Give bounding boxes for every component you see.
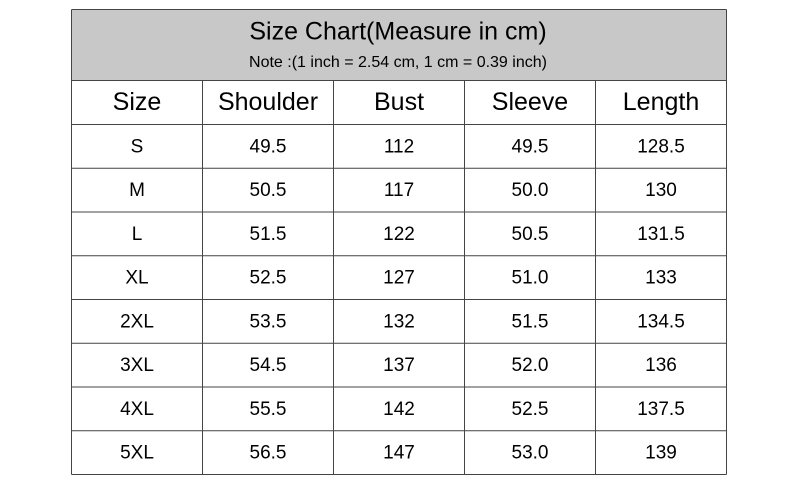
cell: 139 — [645, 443, 677, 464]
cell: 3XL — [120, 355, 154, 376]
cell: 50.5 — [512, 224, 549, 245]
cell: 132 — [383, 311, 415, 332]
cell: 131.5 — [637, 224, 685, 245]
cell: 51.5 — [250, 224, 287, 245]
cell: 56.5 — [250, 443, 287, 464]
cell: 53.5 — [250, 311, 287, 332]
column-header: Length — [623, 88, 699, 116]
cell: 142 — [383, 399, 415, 420]
cell: 51.0 — [512, 268, 549, 289]
cell: 134.5 — [637, 311, 685, 332]
cell: 137.5 — [637, 399, 685, 420]
cell: 2XL — [120, 311, 154, 332]
column-header: Sleeve — [492, 88, 568, 116]
cell: 5XL — [120, 443, 154, 464]
cell: 49.5 — [512, 136, 549, 157]
cell: 52.0 — [512, 355, 549, 376]
chart-title: Size Chart(Measure in cm) — [249, 18, 546, 46]
cell: 147 — [383, 443, 415, 464]
cell: 136 — [645, 355, 677, 376]
cell: 50.0 — [512, 180, 549, 201]
cell: 133 — [645, 268, 677, 289]
cell: 55.5 — [250, 399, 287, 420]
note: Note :(1 inch = 2.54 cm, 1 cm = 0.39 inc… — [249, 54, 547, 71]
column-header: Shoulder — [218, 88, 318, 116]
cell: 122 — [383, 224, 415, 245]
cell: 52.5 — [512, 399, 549, 420]
cell: 4XL — [120, 399, 154, 420]
cell: 52.5 — [250, 268, 287, 289]
cell: 128.5 — [637, 136, 685, 157]
cell: L — [132, 224, 143, 245]
cell: M — [129, 180, 145, 201]
cell: 117 — [384, 180, 414, 201]
header-band — [71, 9, 727, 81]
cell: 130 — [645, 180, 677, 201]
cell: 53.0 — [512, 443, 549, 464]
column-header: Size — [113, 88, 162, 116]
column-header: Bust — [374, 88, 424, 116]
cell: 54.5 — [250, 355, 287, 376]
cell: 137 — [383, 355, 415, 376]
cell: S — [131, 136, 144, 157]
cell: 50.5 — [250, 180, 287, 201]
cell: 49.5 — [250, 136, 287, 157]
cell: 127 — [383, 268, 415, 289]
cell: 51.5 — [512, 311, 549, 332]
cell: XL — [125, 268, 148, 289]
cell: 112 — [384, 136, 414, 157]
